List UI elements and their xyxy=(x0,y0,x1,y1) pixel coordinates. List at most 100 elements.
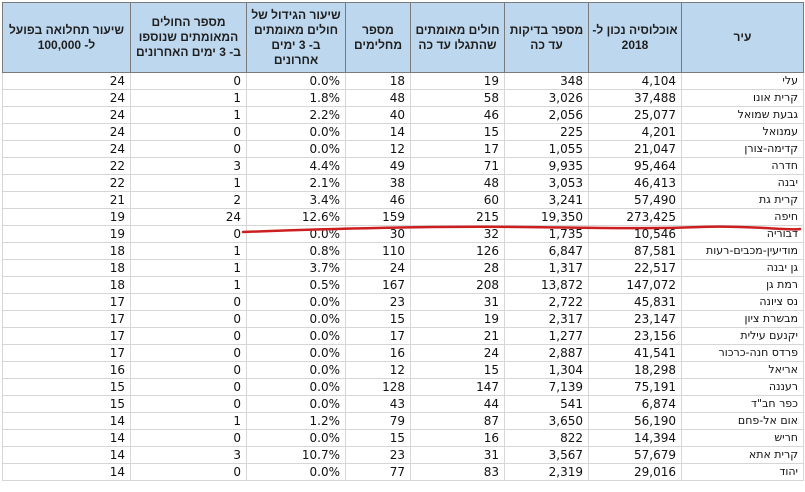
cell-population: 23,147 xyxy=(588,310,682,328)
cell-city: קרית אתא xyxy=(681,446,804,464)
table-row: כפר חב"ד 6,874 541 44 43 0.0% 0 15 xyxy=(2,395,804,413)
cell-growth: 4.4% xyxy=(246,157,346,175)
cell-confirmed: 126 xyxy=(410,242,505,260)
cell-city: דבוריה xyxy=(681,225,804,243)
cell-population: 95,464 xyxy=(588,157,682,175)
cell-tests: 2,319 xyxy=(504,463,589,481)
cell-population: 37,488 xyxy=(588,89,682,107)
cell-population: 46,413 xyxy=(588,174,682,192)
col-header-recovered: מספר מחלימים xyxy=(345,2,411,73)
cell-tests: 3,567 xyxy=(504,446,589,464)
cell-population: 25,077 xyxy=(588,106,682,124)
cell-recovered: 77 xyxy=(345,463,411,481)
table-row: דבוריה 10,546 1,735 32 30 0.0% 0 19 xyxy=(2,225,804,243)
cell-growth: 12.6% xyxy=(246,208,346,226)
cell-confirmed: 71 xyxy=(410,157,505,175)
cell-recovered: 16 xyxy=(345,344,411,362)
col-header-population: אוכלוסיה נכון ל- 2018 xyxy=(588,2,682,73)
cell-growth: 3.4% xyxy=(246,191,346,209)
cell-new-confirmed: 1 xyxy=(130,242,247,260)
col-header-city: עיר xyxy=(681,2,804,73)
cell-tests: 2,722 xyxy=(504,293,589,311)
cell-new-confirmed: 1 xyxy=(130,174,247,192)
cell-city: יבנה xyxy=(681,174,804,192)
cell-recovered: 48 xyxy=(345,89,411,107)
cell-infection-rate: 17 xyxy=(2,344,131,362)
cell-tests: 1,277 xyxy=(504,327,589,345)
cell-infection-rate: 15 xyxy=(2,395,131,413)
cell-growth: 0.0% xyxy=(246,429,346,447)
col-header-infection-rate: שיעור תחלואה בפועל ל- 100,000 xyxy=(2,2,131,73)
cell-new-confirmed: 3 xyxy=(130,157,247,175)
cell-city: קרית אונו xyxy=(681,89,804,107)
cell-infection-rate: 19 xyxy=(2,208,131,226)
table-row: רמת גן 147,072 13,872 208 167 0.5% 1 18 xyxy=(2,276,804,294)
cell-population: 29,016 xyxy=(588,463,682,481)
cell-infection-rate: 17 xyxy=(2,293,131,311)
cell-city: רמת גן xyxy=(681,276,804,294)
cell-growth: 1.2% xyxy=(246,412,346,430)
cell-tests: 1,304 xyxy=(504,361,589,379)
cell-confirmed: 21 xyxy=(410,327,505,345)
col-header-new-confirmed: מספר החולים המאומתים שנוספו ב- 3 ימים הא… xyxy=(130,2,247,73)
cell-infection-rate: 14 xyxy=(2,463,131,481)
city-stats-table: עיר אוכלוסיה נכון ל- 2018 מספר בדיקות עד… xyxy=(2,2,804,481)
cell-population: 273,425 xyxy=(588,208,682,226)
cell-confirmed: 31 xyxy=(410,446,505,464)
col-header-growth: שיעור הגידול של חולים מאומתים ב- 3 ימים … xyxy=(246,2,346,73)
cell-recovered: 12 xyxy=(345,140,411,158)
cell-confirmed: 32 xyxy=(410,225,505,243)
col-header-confirmed: חולים מאומתים שהתגלו עד כה xyxy=(410,2,505,73)
cell-city: חיפה xyxy=(681,208,804,226)
cell-new-confirmed: 0 xyxy=(130,463,247,481)
cell-city: רעננה xyxy=(681,378,804,396)
cell-growth: 0.0% xyxy=(246,225,346,243)
cell-city: כפר חב"ד xyxy=(681,395,804,413)
cell-city: מודיעין-מכבים-רעות xyxy=(681,242,804,260)
cell-growth: 0.0% xyxy=(246,327,346,345)
cell-new-confirmed: 0 xyxy=(130,140,247,158)
cell-infection-rate: 19 xyxy=(2,225,131,243)
cell-infection-rate: 24 xyxy=(2,106,131,124)
table-row: חריש 14,394 822 16 15 0.0% 0 14 xyxy=(2,429,804,447)
table-row: פרדס חנה-כרכור 41,541 2,887 24 16 0.0% 0 17 xyxy=(2,344,804,362)
cell-population: 75,191 xyxy=(588,378,682,396)
cell-new-confirmed: 0 xyxy=(130,72,247,90)
table-body: עלי 4,104 348 19 18 0.0% 0 24 קרית אונו 37,488 3,0… xyxy=(2,72,804,481)
cell-confirmed: 16 xyxy=(410,429,505,447)
cell-confirmed: 17 xyxy=(410,140,505,158)
cell-recovered: 23 xyxy=(345,293,411,311)
cell-growth: 0.0% xyxy=(246,293,346,311)
cell-new-confirmed: 0 xyxy=(130,310,247,328)
cell-confirmed: 60 xyxy=(410,191,505,209)
cell-city: חריש xyxy=(681,429,804,447)
cell-growth: 0.0% xyxy=(246,310,346,328)
cell-new-confirmed: 1 xyxy=(130,276,247,294)
cell-city: נס ציונה xyxy=(681,293,804,311)
cell-recovered: 128 xyxy=(345,378,411,396)
cell-confirmed: 15 xyxy=(410,123,505,141)
cell-growth: 0.8% xyxy=(246,242,346,260)
cell-infection-rate: 24 xyxy=(2,123,131,141)
cell-tests: 822 xyxy=(504,429,589,447)
cell-confirmed: 46 xyxy=(410,106,505,124)
table-row: אריאל 18,298 1,304 15 12 0.0% 0 16 xyxy=(2,361,804,379)
cell-confirmed: 83 xyxy=(410,463,505,481)
cell-recovered: 167 xyxy=(345,276,411,294)
cell-tests: 13,872 xyxy=(504,276,589,294)
cell-city: עמנואל xyxy=(681,123,804,141)
cell-growth: 0.0% xyxy=(246,395,346,413)
cell-growth: 2.1% xyxy=(246,174,346,192)
cell-city: עלי xyxy=(681,72,804,90)
cell-confirmed: 24 xyxy=(410,344,505,362)
cell-new-confirmed: 0 xyxy=(130,123,247,141)
cell-confirmed: 19 xyxy=(410,72,505,90)
cell-confirmed: 28 xyxy=(410,259,505,277)
cell-population: 147,072 xyxy=(588,276,682,294)
cell-population: 41,541 xyxy=(588,344,682,362)
cell-infection-rate: 21 xyxy=(2,191,131,209)
cell-population: 87,581 xyxy=(588,242,682,260)
cell-city: אריאל xyxy=(681,361,804,379)
cell-confirmed: 48 xyxy=(410,174,505,192)
cell-recovered: 40 xyxy=(345,106,411,124)
